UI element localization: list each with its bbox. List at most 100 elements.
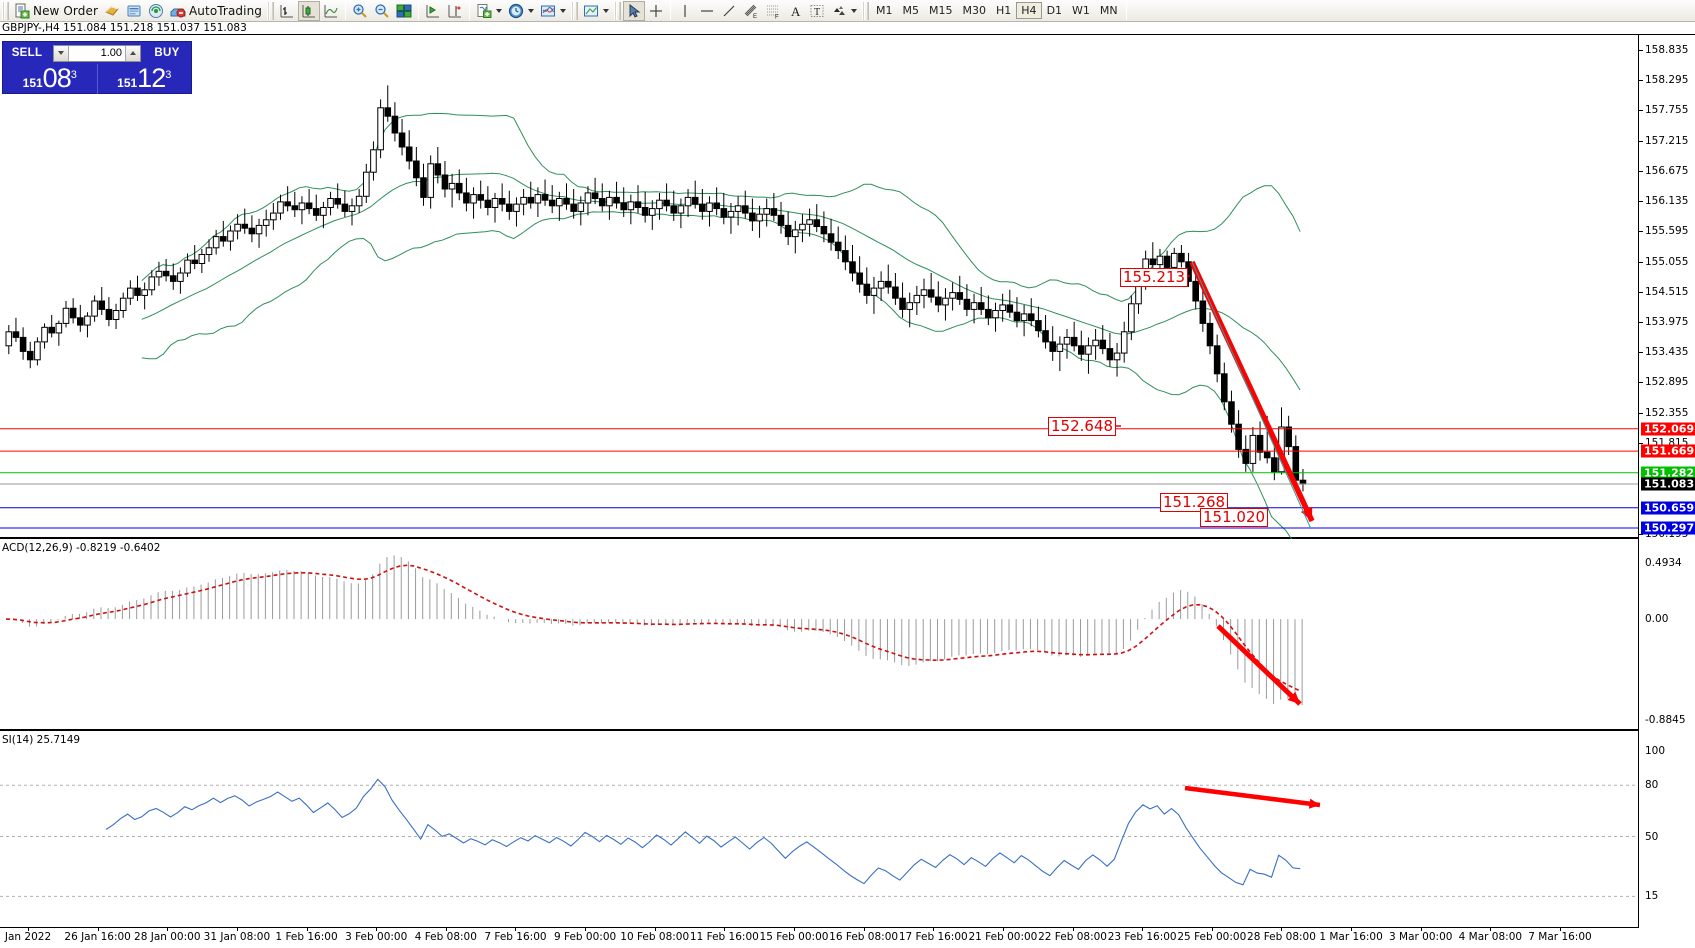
price-chart-svg xyxy=(0,85,1638,539)
indicators-button[interactable] xyxy=(537,1,569,21)
price-tick xyxy=(1639,80,1643,82)
time-tick-label: 9 Feb 00:00 xyxy=(553,931,617,943)
data-window-button[interactable] xyxy=(123,1,145,21)
macd-pane[interactable]: ACD(12,26,9) -0.8219 -0.6402 xyxy=(0,541,1638,731)
volume-down-button[interactable] xyxy=(54,45,69,61)
timeframe-d1[interactable]: D1 xyxy=(1046,4,1063,17)
sell-button[interactable]: SELL xyxy=(11,47,43,59)
chart-area[interactable]: 155.213 152.648 151.268 151.020 ACD(12,26,9… xyxy=(0,35,1695,948)
support-level-blue-1[interactable]: 150.659 xyxy=(1641,501,1695,515)
price-tick xyxy=(1639,322,1643,323)
trendline-button[interactable] xyxy=(718,1,740,21)
timeframe-m15[interactable]: M15 xyxy=(929,4,953,17)
templates-button[interactable] xyxy=(473,1,505,21)
one-click-trading-panel[interactable]: SELL 1.00 BUY 151 08 3 151 12 3 xyxy=(2,41,192,94)
support-level-blue-2[interactable]: 150.297 xyxy=(1641,521,1695,535)
toolbar-grip-2[interactable] xyxy=(267,1,274,20)
vertical-line-icon xyxy=(677,3,693,19)
indicators-icon xyxy=(540,3,556,19)
annotation-low[interactable]: 151.020 xyxy=(1200,508,1269,527)
current-price[interactable]: 151.083 xyxy=(1641,477,1695,491)
expert-advisor-button[interactable] xyxy=(101,1,123,21)
text-tool-button[interactable]: A xyxy=(784,1,806,21)
crosshair-tool-button[interactable] xyxy=(645,1,667,21)
chevron-up-icon xyxy=(130,51,136,55)
price-tick-label: 158.835 xyxy=(1645,43,1689,56)
signals-button[interactable] xyxy=(145,1,167,21)
data-window-icon xyxy=(126,3,142,19)
buy-button[interactable]: BUY xyxy=(154,47,180,59)
annotation-swing-high[interactable]: 155.213 xyxy=(1120,268,1189,287)
resistance-level-lower[interactable]: 151.669 xyxy=(1641,444,1695,458)
zoom-in-button[interactable] xyxy=(349,1,371,21)
time-tick xyxy=(167,928,169,931)
arrows-button[interactable] xyxy=(828,1,860,21)
zoom-in-icon xyxy=(352,3,368,19)
volume-up-button[interactable] xyxy=(125,45,140,61)
chart-shift-icon xyxy=(447,3,463,19)
price-tick-label: 156.675 xyxy=(1645,164,1689,177)
timeframe-m5[interactable]: M5 xyxy=(902,4,920,17)
rsi-pane[interactable]: SI(14) 25.7149 xyxy=(0,733,1638,928)
tile-windows-button[interactable] xyxy=(393,1,415,21)
autotrading-button[interactable]: AutoTrading xyxy=(167,1,265,21)
main-toolbar: New Order xyxy=(0,0,1695,22)
auto-scroll-button[interactable] xyxy=(422,1,444,21)
timeframe-w1[interactable]: W1 xyxy=(1072,4,1090,17)
time-tick xyxy=(1072,928,1074,931)
time-tick xyxy=(1211,928,1213,931)
toolbar-grip-5[interactable] xyxy=(862,1,869,20)
time-tick-label: 11 Feb 16:00 xyxy=(689,931,759,943)
time-tick xyxy=(1420,928,1422,931)
bar-chart-button[interactable] xyxy=(276,1,298,21)
templates-dropdown-caret[interactable] xyxy=(496,8,502,13)
volume-stepper[interactable]: 1.00 xyxy=(53,44,141,62)
objects-button[interactable] xyxy=(580,1,612,21)
oct-price-row: 151 08 3 151 12 3 xyxy=(3,64,191,94)
time-tick xyxy=(1351,928,1353,931)
time-tick-label: 21 Feb 00:00 xyxy=(968,931,1038,943)
timeframe-m1[interactable]: M1 xyxy=(876,4,893,17)
support-level-green[interactable]: 151.282 xyxy=(1641,466,1695,480)
timeframe-m30[interactable]: M30 xyxy=(962,4,987,17)
timeframe-h1[interactable]: H1 xyxy=(996,4,1012,17)
time-tick-label: 7 Feb 16:00 xyxy=(484,931,547,943)
timeframe-h4[interactable]: H4 xyxy=(1016,2,1042,19)
main-price-pane[interactable]: 155.213 152.648 151.268 151.020 xyxy=(0,35,1638,539)
candlestick-chart-button[interactable] xyxy=(298,0,320,21)
time-tick xyxy=(794,928,795,931)
price-tick xyxy=(1639,291,1643,293)
equidistant-channel-button[interactable]: E xyxy=(740,1,762,21)
toolbar-grip[interactable] xyxy=(2,1,9,20)
time-tick-label: 3 Feb 00:00 xyxy=(345,931,408,943)
chart-shift-button[interactable] xyxy=(444,1,466,21)
price-axis[interactable]: 158.835 158.295 157.755 157.215 156.675 156.1… xyxy=(1638,35,1695,928)
period-button[interactable] xyxy=(505,1,537,21)
objects-dropdown-caret[interactable] xyxy=(603,8,609,13)
cursor-tool-button[interactable] xyxy=(623,0,645,21)
horizontal-line-button[interactable] xyxy=(696,1,718,21)
indicators-dropdown-caret[interactable] xyxy=(560,8,566,13)
sell-price-display[interactable]: 151 08 3 xyxy=(3,64,98,94)
volume-input[interactable]: 1.00 xyxy=(100,46,122,59)
line-chart-button[interactable] xyxy=(320,1,342,21)
rsi-svg xyxy=(0,778,1638,897)
vertical-line-button[interactable] xyxy=(674,1,696,21)
zoom-out-button[interactable] xyxy=(371,1,393,21)
text-label-button[interactable]: T xyxy=(806,1,828,21)
timeframe-mn[interactable]: MN xyxy=(1099,4,1118,17)
toolbar-grip-4[interactable] xyxy=(614,1,621,20)
fibonacci-button[interactable]: F xyxy=(762,1,784,21)
arrows-dropdown-caret[interactable] xyxy=(851,8,857,13)
price-tick xyxy=(1639,382,1643,384)
annotation-swing-low[interactable]: 152.648 xyxy=(1048,417,1117,436)
annotation-target[interactable]: 151.268 xyxy=(1160,493,1229,512)
toolbar-grip-3[interactable] xyxy=(571,1,578,20)
buy-price-prefix: 151 xyxy=(117,76,138,90)
new-order-button[interactable]: New Order xyxy=(11,1,101,21)
resistance-level-upper[interactable]: 152.069 xyxy=(1641,422,1695,436)
price-tick xyxy=(1639,261,1643,263)
expert-advisor-icon xyxy=(104,3,120,19)
buy-price-display[interactable]: 151 12 3 xyxy=(98,64,192,94)
period-dropdown-caret[interactable] xyxy=(528,8,534,13)
